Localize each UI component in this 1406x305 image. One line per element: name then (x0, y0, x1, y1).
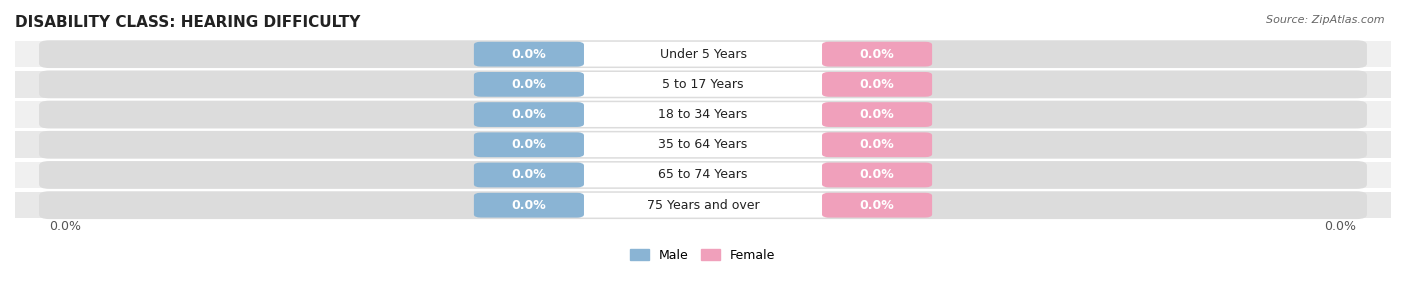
Bar (15, 101, 1391, 128)
FancyBboxPatch shape (823, 132, 932, 157)
FancyBboxPatch shape (575, 132, 831, 157)
Legend: Male, Female: Male, Female (626, 244, 780, 267)
FancyBboxPatch shape (474, 72, 583, 97)
Text: 0.0%: 0.0% (859, 199, 894, 212)
FancyBboxPatch shape (474, 42, 583, 66)
Text: 0.0%: 0.0% (859, 48, 894, 61)
Text: 0.0%: 0.0% (859, 78, 894, 91)
FancyBboxPatch shape (823, 193, 932, 217)
FancyBboxPatch shape (474, 132, 583, 157)
FancyBboxPatch shape (39, 70, 1367, 98)
Text: 0.0%: 0.0% (49, 221, 82, 233)
Text: 0.0%: 0.0% (512, 48, 547, 61)
Text: Under 5 Years: Under 5 Years (659, 48, 747, 61)
Bar (15, 192, 1391, 218)
Text: 0.0%: 0.0% (859, 168, 894, 181)
Text: 5 to 17 Years: 5 to 17 Years (662, 78, 744, 91)
FancyBboxPatch shape (39, 161, 1367, 189)
Bar (15, 131, 1391, 158)
Text: 18 to 34 Years: 18 to 34 Years (658, 108, 748, 121)
Bar (15, 71, 1391, 98)
Text: 0.0%: 0.0% (512, 108, 547, 121)
Bar (15, 162, 1391, 188)
Text: 0.0%: 0.0% (512, 78, 547, 91)
Text: Source: ZipAtlas.com: Source: ZipAtlas.com (1267, 15, 1385, 25)
FancyBboxPatch shape (474, 102, 583, 127)
FancyBboxPatch shape (575, 102, 831, 127)
Text: 75 Years and over: 75 Years and over (647, 199, 759, 212)
FancyBboxPatch shape (575, 193, 831, 217)
FancyBboxPatch shape (575, 72, 831, 97)
Text: 0.0%: 0.0% (512, 199, 547, 212)
FancyBboxPatch shape (474, 193, 583, 217)
FancyBboxPatch shape (575, 163, 831, 187)
Text: 0.0%: 0.0% (1324, 221, 1357, 233)
FancyBboxPatch shape (39, 191, 1367, 219)
FancyBboxPatch shape (39, 40, 1367, 68)
Text: 0.0%: 0.0% (512, 138, 547, 151)
FancyBboxPatch shape (575, 42, 831, 66)
Text: 35 to 64 Years: 35 to 64 Years (658, 138, 748, 151)
FancyBboxPatch shape (39, 131, 1367, 159)
FancyBboxPatch shape (823, 42, 932, 66)
FancyBboxPatch shape (823, 163, 932, 187)
FancyBboxPatch shape (39, 101, 1367, 128)
FancyBboxPatch shape (823, 102, 932, 127)
Text: 0.0%: 0.0% (859, 138, 894, 151)
FancyBboxPatch shape (823, 72, 932, 97)
Text: 0.0%: 0.0% (859, 108, 894, 121)
Bar (15, 41, 1391, 67)
Text: DISABILITY CLASS: HEARING DIFFICULTY: DISABILITY CLASS: HEARING DIFFICULTY (15, 15, 360, 30)
FancyBboxPatch shape (474, 163, 583, 187)
Text: 65 to 74 Years: 65 to 74 Years (658, 168, 748, 181)
Text: 0.0%: 0.0% (512, 168, 547, 181)
